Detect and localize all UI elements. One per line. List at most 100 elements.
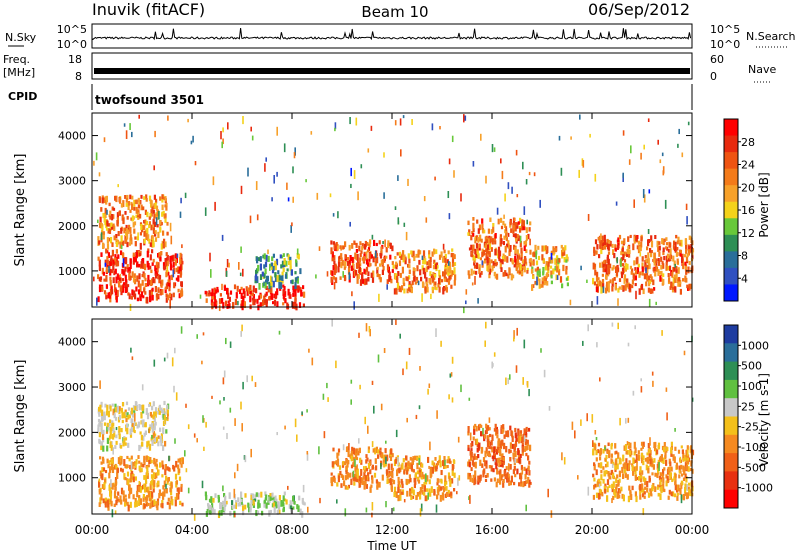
heatmap-cell bbox=[440, 279, 443, 283]
heatmap-cell bbox=[367, 276, 370, 282]
heatmap-cell bbox=[351, 261, 355, 269]
heatmap-cell bbox=[597, 442, 601, 447]
heatmap-cell bbox=[364, 240, 367, 247]
heatmap-cell bbox=[501, 256, 505, 261]
colorbar-swatch bbox=[724, 201, 738, 219]
heatmap-cell bbox=[115, 234, 118, 239]
heatmap-cell bbox=[527, 465, 530, 471]
heatmap-cell bbox=[595, 286, 598, 293]
x-tick-label: 08:00 bbox=[275, 523, 310, 537]
heatmap-cell bbox=[432, 264, 436, 270]
heatmap-cell bbox=[658, 457, 662, 462]
heatmap-cell bbox=[665, 459, 668, 466]
heatmap-cell bbox=[443, 456, 446, 462]
heatmap-cell bbox=[653, 458, 656, 463]
heatmap-cell bbox=[385, 255, 388, 259]
heatmap-cell bbox=[647, 443, 650, 449]
heatmap-cell bbox=[255, 274, 258, 281]
heatmap-cell bbox=[299, 508, 302, 516]
heatmap-cell bbox=[423, 482, 426, 488]
heatmap-cell bbox=[120, 203, 123, 208]
heatmap-cell bbox=[529, 258, 532, 263]
heatmap-cell bbox=[681, 152, 684, 158]
heatmap-cell bbox=[472, 436, 475, 441]
heatmap-cell bbox=[614, 492, 617, 498]
heatmap-cell bbox=[674, 446, 677, 451]
heatmap-cell bbox=[492, 264, 495, 269]
heatmap-cell bbox=[487, 435, 490, 442]
heatmap-cell bbox=[481, 218, 484, 224]
heatmap-cell bbox=[544, 245, 548, 251]
heatmap-cell bbox=[524, 445, 527, 451]
heatmap-cell bbox=[287, 197, 290, 202]
heatmap-cell bbox=[496, 434, 499, 439]
heatmap-cell bbox=[509, 480, 512, 486]
heatmap-cell bbox=[223, 493, 226, 498]
heatmap-cell bbox=[223, 370, 226, 378]
heatmap-cell bbox=[144, 277, 147, 282]
heatmap-cell bbox=[627, 342, 630, 347]
heatmap-cell bbox=[121, 419, 124, 424]
heatmap-cell bbox=[252, 285, 255, 293]
heatmap-cell bbox=[344, 260, 347, 267]
heatmap-cell bbox=[331, 270, 334, 277]
heatmap-cell bbox=[100, 445, 103, 451]
heatmap-cell bbox=[390, 485, 393, 492]
heatmap-cell bbox=[428, 465, 430, 469]
heatmap-cell bbox=[544, 265, 547, 271]
heatmap-cell bbox=[98, 277, 101, 282]
heatmap-cell bbox=[270, 282, 273, 286]
heatmap-cell bbox=[668, 265, 672, 272]
heatmap-cell bbox=[152, 411, 156, 418]
heatmap-cell bbox=[367, 262, 370, 267]
heatmap-cell bbox=[367, 246, 371, 251]
heatmap-cell bbox=[494, 240, 497, 245]
heatmap-cell bbox=[278, 274, 281, 282]
heatmap-cell bbox=[250, 497, 253, 504]
heatmap-cell bbox=[490, 465, 493, 472]
heatmap-cell bbox=[109, 226, 112, 231]
heatmap-cell bbox=[134, 278, 137, 285]
heatmap-cell bbox=[364, 416, 366, 425]
heatmap-cell bbox=[373, 472, 377, 478]
heatmap-cell bbox=[490, 446, 493, 450]
heatmap-cell bbox=[475, 252, 478, 258]
heatmap-cell bbox=[647, 275, 651, 281]
colorbar-swatch bbox=[724, 471, 738, 491]
heatmap-cell bbox=[166, 417, 169, 422]
heatmap-cell bbox=[600, 281, 603, 288]
heatmap-cell bbox=[684, 492, 687, 496]
heatmap-cell bbox=[610, 469, 614, 474]
heatmap-cell bbox=[361, 478, 364, 485]
heatmap-cell bbox=[526, 267, 529, 271]
heatmap-cell bbox=[120, 227, 123, 234]
heatmap-cell bbox=[485, 321, 487, 329]
heatmap-cell bbox=[658, 245, 661, 251]
heatmap-cell bbox=[417, 476, 420, 481]
heatmap-cell bbox=[125, 202, 128, 207]
heatmap-cell bbox=[140, 204, 143, 211]
heatmap-cell bbox=[285, 260, 288, 266]
heatmap-cell bbox=[162, 485, 165, 490]
heatmap-cell bbox=[691, 397, 694, 402]
heatmap-cell bbox=[283, 286, 286, 291]
heatmap-cell bbox=[298, 286, 301, 291]
heatmap-cell bbox=[503, 434, 506, 439]
heatmap-cell bbox=[114, 195, 117, 201]
heatmap-cell bbox=[669, 254, 672, 260]
heatmap-cell bbox=[272, 499, 275, 504]
heatmap-cell bbox=[412, 250, 415, 258]
heatmap-cell bbox=[514, 458, 516, 464]
heatmap-cell bbox=[477, 228, 480, 234]
heatmap-cell bbox=[129, 194, 132, 200]
heatmap-cell bbox=[115, 261, 118, 267]
heatmap-cell bbox=[334, 263, 337, 270]
heatmap-cell bbox=[497, 246, 501, 254]
heatmap-cell bbox=[112, 259, 115, 266]
heatmap-cell bbox=[439, 126, 441, 130]
heatmap-cell bbox=[602, 246, 605, 250]
heatmap-cell bbox=[179, 500, 182, 506]
heatmap-cell bbox=[604, 239, 607, 246]
heatmap-cell bbox=[100, 409, 103, 413]
